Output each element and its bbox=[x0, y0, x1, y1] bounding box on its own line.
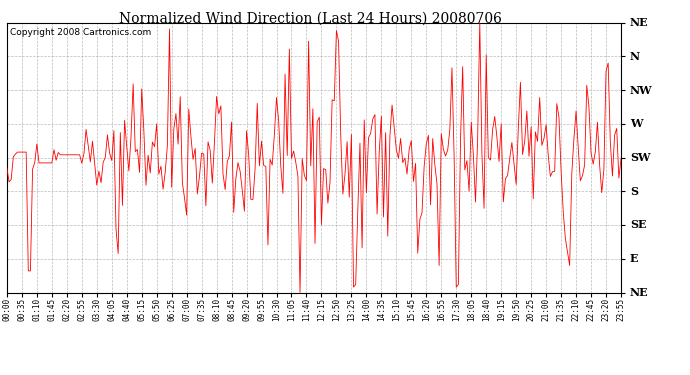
Text: Normalized Wind Direction (Last 24 Hours) 20080706: Normalized Wind Direction (Last 24 Hours… bbox=[119, 11, 502, 25]
Text: Copyright 2008 Cartronics.com: Copyright 2008 Cartronics.com bbox=[10, 28, 151, 37]
